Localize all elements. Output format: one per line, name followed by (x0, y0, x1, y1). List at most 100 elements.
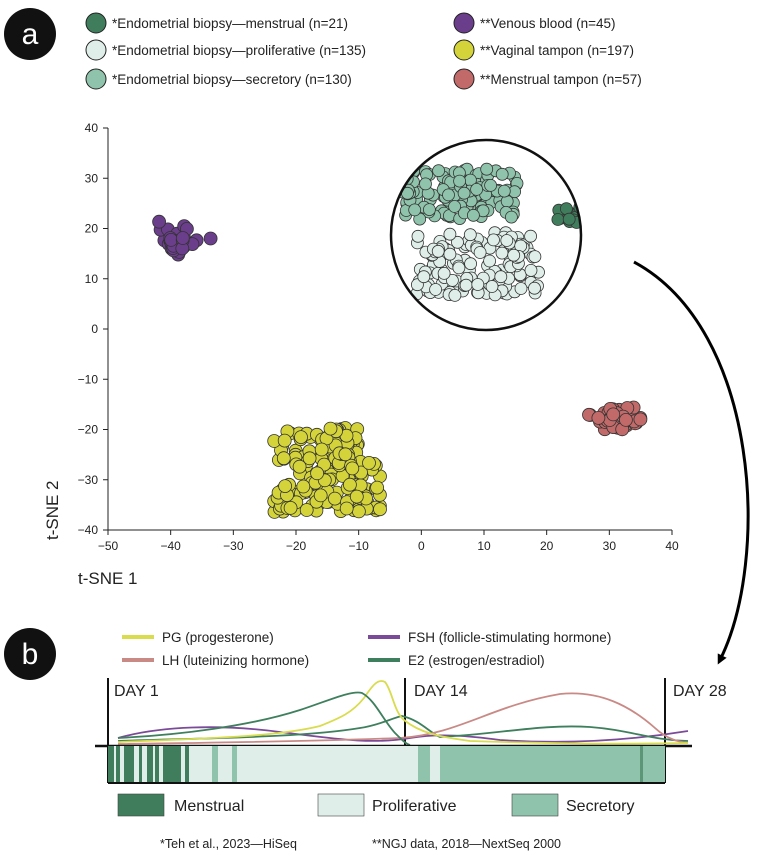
inset-point-endometrial-biopsy-secretory (504, 210, 518, 224)
inset-point-endometrial-biopsy-secretory (457, 186, 471, 200)
scatter-point-vaginal-tampon (283, 500, 298, 515)
inset-point-endometrial-biopsy-menstrual (585, 214, 597, 226)
inset-point-endometrial-biopsy-menstrual (588, 212, 600, 224)
inset-point-endometrial-biopsy-proliferative (500, 234, 514, 247)
phase-stripe (108, 746, 114, 783)
phase-swatch-proliferative (317, 793, 365, 817)
x-tick-label: −40 (160, 539, 181, 553)
inset-point-endometrial-biopsy-menstrual (587, 213, 599, 225)
legend-swatch-secretory (85, 68, 107, 90)
panel-a: a (4, 8, 56, 60)
inset-point-endometrial-biopsy-proliferative (459, 278, 473, 292)
inset-point-endometrial-biopsy-secretory (470, 182, 484, 196)
inset-point-endometrial-biopsy-secretory (422, 203, 436, 217)
y-tick-label: 30 (85, 171, 99, 185)
scatter-point-vaginal-tampon (314, 442, 329, 457)
scatter-point-vaginal-tampon (299, 503, 314, 517)
y-tick-label: −40 (78, 523, 99, 537)
y-tick-label: 10 (85, 272, 99, 286)
inset-point-endometrial-biopsy-secretory (480, 162, 494, 176)
inset-point-endometrial-biopsy-proliferative (445, 273, 459, 287)
legend-swatch-menstrual-biopsy (85, 12, 107, 34)
x-tick-label: −20 (286, 539, 307, 553)
inset-point-endometrial-biopsy-proliferative (464, 257, 478, 271)
hormone-legend: PG (progesterone) LH (luteinizing hormon… (122, 630, 611, 668)
inset-point-endometrial-biopsy-proliferative (507, 248, 521, 262)
scatter-points (152, 214, 648, 519)
inset-point-endometrial-biopsy-proliferative (452, 261, 466, 275)
scatter-point-vaginal-tampon (342, 477, 357, 492)
scatter-point-vaginal-tampon (373, 502, 387, 517)
panel-a-badge (4, 8, 56, 60)
inset-point-endometrial-biopsy-proliferative (514, 282, 528, 295)
legend-swatch-proliferative (85, 39, 107, 61)
legend-entry-secretory: *Endometrial biopsy—secretory (n=130) (85, 68, 352, 90)
inset-point-endometrial-biopsy-proliferative (528, 281, 541, 295)
phase-label-secretory: Secretory (566, 798, 634, 815)
curve-e2 (117, 715, 689, 742)
x-axis-title: t-SNE 1 (78, 569, 138, 588)
scatter-point-vaginal-tampon (370, 480, 385, 495)
connector-arrow (633, 260, 750, 665)
inset-point-endometrial-biopsy-secretory (495, 167, 509, 181)
phase-stripe (163, 746, 181, 783)
scatter-point-menstrual-tampon (606, 407, 621, 422)
curve-pg (117, 680, 689, 745)
panel-b-badge (4, 628, 56, 680)
inset-point-endometrial-biopsy-proliferative (524, 263, 538, 277)
inset-point-endometrial-biopsy-menstrual (585, 203, 597, 215)
x-tick-label: −10 (348, 539, 369, 553)
phase-label-menstrual: Menstrual (174, 798, 244, 815)
legend-swatch-vaginal-tampon (453, 39, 475, 61)
legend-label-e2: E2 (estrogen/estradiol) (408, 653, 545, 668)
scatter-point-venous-blood (152, 214, 167, 229)
inset-border (389, 138, 583, 332)
panel-a-letter: a (22, 18, 39, 51)
inset-point-endometrial-biopsy-menstrual (593, 207, 605, 219)
inset-point-endometrial-biopsy-secretory (419, 177, 432, 191)
day-14-label: DAY 14 (414, 683, 468, 700)
footnote-teh: *Teh et al., 2023—HiSeq (160, 837, 297, 851)
scatter-point-venous-blood (164, 232, 179, 247)
inset-point-endometrial-biopsy-secretory (408, 203, 422, 217)
inset-point-endometrial-biopsy-secretory (497, 184, 511, 198)
inset-point-endometrial-biopsy-proliferative (431, 244, 445, 258)
scatter-point-vaginal-tampon (338, 447, 353, 462)
scatter-point-venous-blood (203, 231, 218, 246)
inset-point-endometrial-biopsy-proliferative (473, 246, 487, 259)
inset-point-endometrial-biopsy-secretory (466, 208, 480, 222)
phase-stripe (155, 746, 159, 783)
x-tick-label: 20 (540, 539, 554, 553)
y-tick-label: −20 (78, 423, 99, 437)
inset-point-endometrial-biopsy-proliferative (471, 278, 485, 291)
footnote-ngj: **NGJ data, 2018—NextSeq 2000 (372, 837, 561, 851)
inset-point-endometrial-biopsy-menstrual (562, 212, 576, 226)
legend-label-proliferative: *Endometrial biopsy—proliferative (n=135… (112, 43, 366, 58)
phase-stripe (139, 746, 142, 783)
inset-point-endometrial-biopsy-proliferative (483, 254, 497, 268)
x-tick-label: 10 (477, 539, 491, 553)
inset-point-endometrial-biopsy-proliferative (437, 266, 451, 280)
inset-point-endometrial-biopsy-proliferative (463, 228, 477, 242)
day-28-label: DAY 28 (673, 683, 727, 700)
legend-swatch-menstrual-tampon (453, 68, 475, 90)
y-axis-title: t-SNE 2 (43, 480, 62, 540)
inset-point-endometrial-biopsy-proliferative (448, 288, 462, 302)
cycle-phase-bar (95, 744, 692, 784)
scatter-point-menstrual-tampon (591, 410, 606, 425)
legend-label-vaginal-tampon: **Vaginal tampon (n=197) (480, 43, 634, 58)
scatter-point-venous-blood (175, 231, 190, 245)
phase-stripe (124, 746, 134, 783)
legend-label-menstrual-biopsy: *Endometrial biopsy—menstrual (n=21) (112, 16, 348, 31)
phase-stripe (232, 746, 237, 783)
inset-point-endometrial-biopsy-proliferative (451, 235, 464, 249)
inset-point-endometrial-biopsy-proliferative (485, 280, 499, 293)
scatter-point-vaginal-tampon (351, 504, 366, 519)
phase-swatch-menstrual (117, 793, 165, 817)
inset-point-endometrial-biopsy-secretory (442, 188, 455, 202)
inset-point-endometrial-biopsy-proliferative (417, 270, 431, 284)
inset-point-endometrial-biopsy-secretory (453, 174, 467, 188)
inset-point-endometrial-biopsy-proliferative (495, 246, 509, 260)
inset-zoom (389, 138, 605, 332)
phase-bar-secretory (440, 746, 665, 783)
